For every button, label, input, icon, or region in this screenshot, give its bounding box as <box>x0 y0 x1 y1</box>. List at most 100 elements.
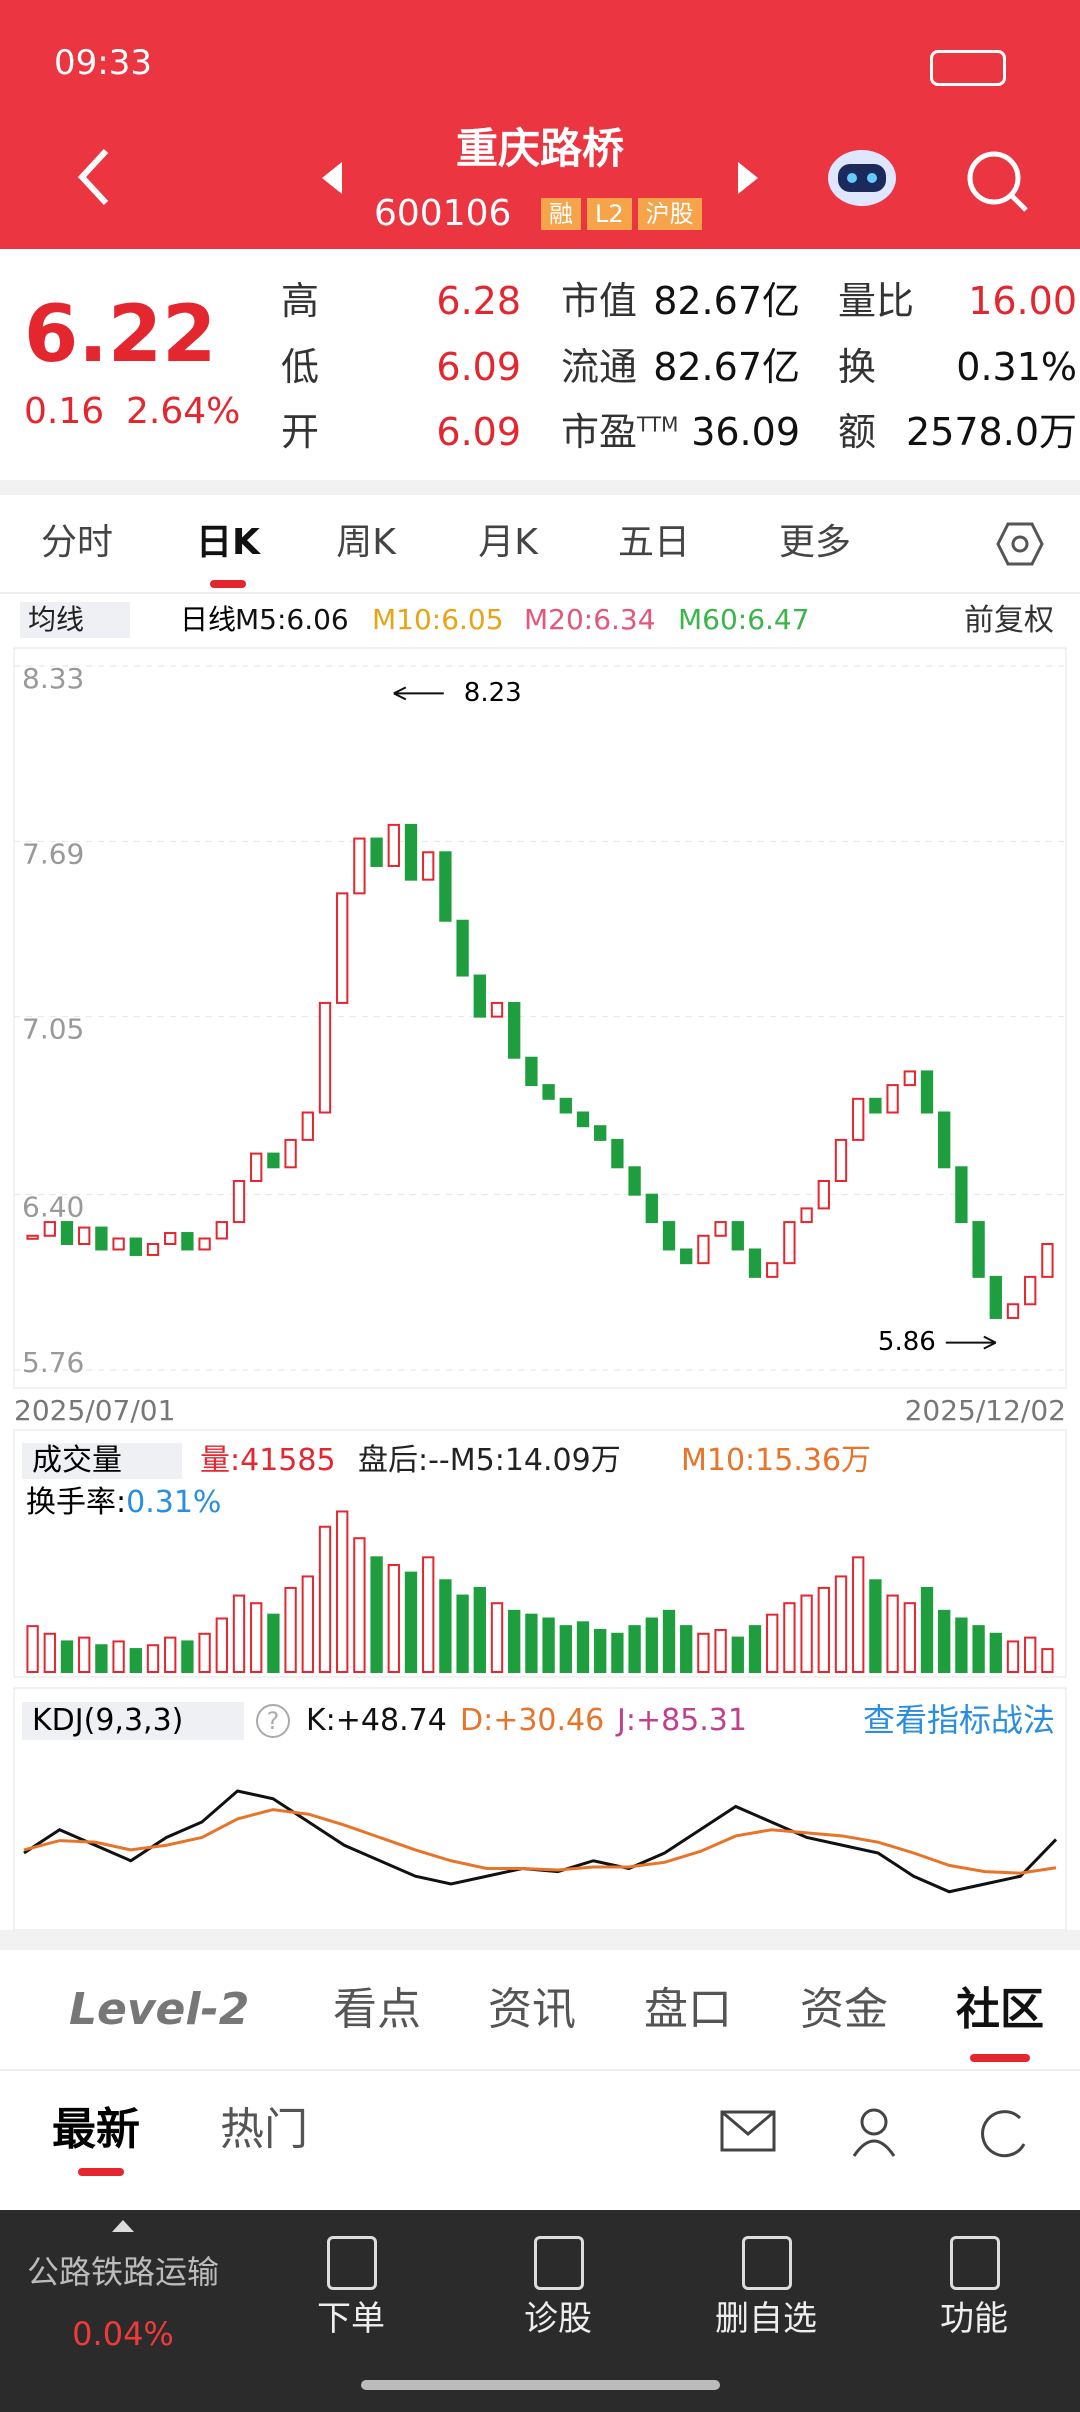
action-icon[interactable] <box>534 2236 584 2290</box>
quote-label: 额 <box>838 410 877 454</box>
volume-value: 量:41585 <box>200 1443 336 1478</box>
chart-tab[interactable]: 周K <box>336 522 396 563</box>
candle <box>215 1221 228 1240</box>
robot-icon[interactable] <box>822 140 902 210</box>
ma-selector[interactable] <box>20 602 130 638</box>
section-tab[interactable]: 社区 <box>956 1984 1044 2035</box>
back-button[interactable] <box>70 145 120 209</box>
candle <box>972 1221 985 1278</box>
volume-bar <box>697 1632 710 1674</box>
volume-bar <box>1041 1648 1054 1673</box>
badge: 沪股 <box>637 198 702 230</box>
volume-bar <box>852 1556 865 1674</box>
action-icon[interactable] <box>327 2236 377 2290</box>
volume-m10: M10:15.36万 <box>681 1443 872 1478</box>
chart-tab[interactable]: 五日 <box>617 522 691 563</box>
quote-label: 高 <box>281 279 320 323</box>
volume-bar <box>439 1579 452 1674</box>
candle <box>490 1001 504 1018</box>
next-stock[interactable] <box>732 160 762 196</box>
action-label[interactable]: 删自选 <box>715 2299 817 2339</box>
section-tab[interactable]: 看点 <box>333 1984 421 2035</box>
y-tick-label: 8.33 <box>22 662 84 695</box>
volume-m5: 盘后:--M5:14.09万 <box>358 1443 621 1478</box>
feed-tab[interactable]: 热门 <box>220 2104 308 2155</box>
sector-change: 0.04% <box>72 2315 174 2353</box>
volume-bar <box>800 1594 813 1673</box>
candle <box>318 1001 332 1114</box>
header-bg <box>0 0 1080 249</box>
volume-bar <box>181 1640 194 1674</box>
help-icon[interactable]: ? <box>256 1704 290 1738</box>
volume-bar <box>112 1640 125 1674</box>
separator <box>0 1930 1080 1950</box>
candle <box>439 851 452 922</box>
search-icon[interactable] <box>962 146 1032 216</box>
ma10: M10:6.05 <box>372 603 504 636</box>
volume-bar <box>920 1586 934 1674</box>
settings-icon[interactable] <box>996 520 1044 568</box>
volume-bar <box>748 1625 762 1673</box>
volume-bar <box>525 1613 538 1673</box>
volume-frame <box>13 1429 1067 1678</box>
divider <box>0 592 1080 594</box>
volume-bar <box>301 1575 314 1674</box>
candle <box>525 1056 538 1087</box>
price: 6.22 <box>24 290 217 380</box>
volume-bar <box>972 1625 985 1673</box>
kdj-link[interactable]: 查看指标战法 <box>862 1701 1055 1739</box>
tab-underline <box>970 2054 1030 2062</box>
quote-value: 36.09 <box>691 410 800 454</box>
section-tab[interactable]: Level-2 <box>69 1984 250 2035</box>
action-label[interactable]: 诊股 <box>524 2299 592 2339</box>
volume-bar <box>387 1563 400 1674</box>
adjust[interactable]: 前复权 <box>964 603 1054 638</box>
candle <box>129 1237 142 1256</box>
volume-bar <box>628 1625 641 1673</box>
kdj-selector[interactable] <box>22 1702 244 1740</box>
sector[interactable]: 公路铁路运输 <box>26 2253 219 2291</box>
candle <box>576 1111 590 1128</box>
candle <box>164 1232 177 1245</box>
expand-icon[interactable] <box>110 2218 136 2234</box>
action-label[interactable]: 下单 <box>317 2299 385 2339</box>
candle <box>748 1248 762 1278</box>
section-tab[interactable]: 盘口 <box>644 1984 732 2035</box>
ma5: M5:6.06 <box>235 603 349 636</box>
candle <box>284 1138 297 1169</box>
section-tab[interactable]: 资金 <box>800 1984 888 2035</box>
prev-stock[interactable] <box>318 160 348 196</box>
volume-bar <box>95 1644 108 1673</box>
chart-tab[interactable]: 更多 <box>778 522 852 563</box>
section-tab[interactable]: 资讯 <box>488 1984 576 2035</box>
chart-tab[interactable]: 月K <box>478 522 538 563</box>
candle <box>731 1221 744 1251</box>
feed-tab[interactable]: 最新 <box>52 2104 140 2155</box>
user-icon[interactable] <box>860 2108 888 2136</box>
kdj-k: K:+48.74 <box>306 1703 447 1738</box>
quote-label: 低 <box>281 345 320 389</box>
chart-tab[interactable]: 分时 <box>40 522 114 563</box>
mail-icon[interactable] <box>720 2110 776 2152</box>
volume-bar <box>78 1636 91 1673</box>
y-tick-label: 6.40 <box>22 1191 84 1224</box>
y-tick-label: 5.76 <box>22 1346 84 1379</box>
action-icon[interactable] <box>950 2236 1000 2290</box>
volume-bar <box>370 1556 383 1674</box>
action-label[interactable]: 功能 <box>940 2299 1008 2339</box>
badge: L2 <box>587 198 632 230</box>
chart-tab[interactable]: 日K <box>196 522 260 563</box>
volume-bar <box>336 1510 349 1674</box>
refresh-icon[interactable] <box>981 2110 1026 2158</box>
candle <box>869 1097 882 1114</box>
high-label: 8.23 <box>464 678 522 708</box>
volume-selector-label: 成交量 <box>32 1443 122 1478</box>
candle <box>594 1125 607 1141</box>
volume-bar <box>645 1617 658 1674</box>
candle <box>232 1179 246 1224</box>
volume-selector[interactable] <box>22 1443 182 1479</box>
action-icon[interactable] <box>742 2236 792 2290</box>
candle <box>697 1234 710 1265</box>
badges: 融 L2 沪股 <box>541 198 702 230</box>
